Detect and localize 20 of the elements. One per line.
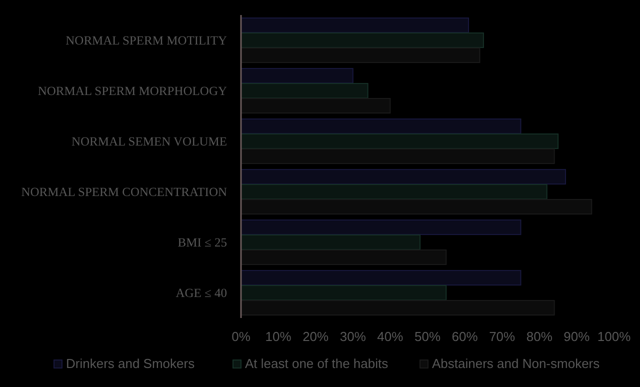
- x-tick-label: 60%: [452, 329, 478, 344]
- x-tick-label: 30%: [340, 329, 366, 344]
- x-tick-label: 10%: [265, 329, 292, 344]
- x-tick-label: 70%: [489, 329, 516, 344]
- legend-label: At least one of the habits: [245, 356, 389, 371]
- x-tick-label: 100%: [597, 329, 632, 344]
- legend-label: Drinkers and Smokers: [66, 356, 196, 371]
- y-tick-label: NORMAL SEMEN VOLUME: [71, 134, 228, 148]
- x-tick-label: 50%: [414, 329, 441, 344]
- x-tick-label: 40%: [377, 329, 404, 344]
- y-tick-label: NORMAL SPERM CONCENTRATION: [21, 184, 227, 199]
- x-tick-label: 20%: [302, 329, 330, 344]
- y-tick-label: AGE ≤ 40: [176, 286, 227, 300]
- y-tick-label: NORMAL SPERM MORPHOLOGY: [38, 84, 227, 98]
- x-tick-label: 80%: [526, 329, 553, 344]
- legend-label: Abstainers and Non-smokers: [432, 356, 600, 371]
- x-tick-label: 0%: [232, 329, 251, 344]
- y-tick-label: BMI ≤ 25: [178, 235, 227, 250]
- x-tick-label: 90%: [564, 329, 590, 344]
- y-tick-label: NORMAL SPERM MOTILITY: [66, 33, 227, 48]
